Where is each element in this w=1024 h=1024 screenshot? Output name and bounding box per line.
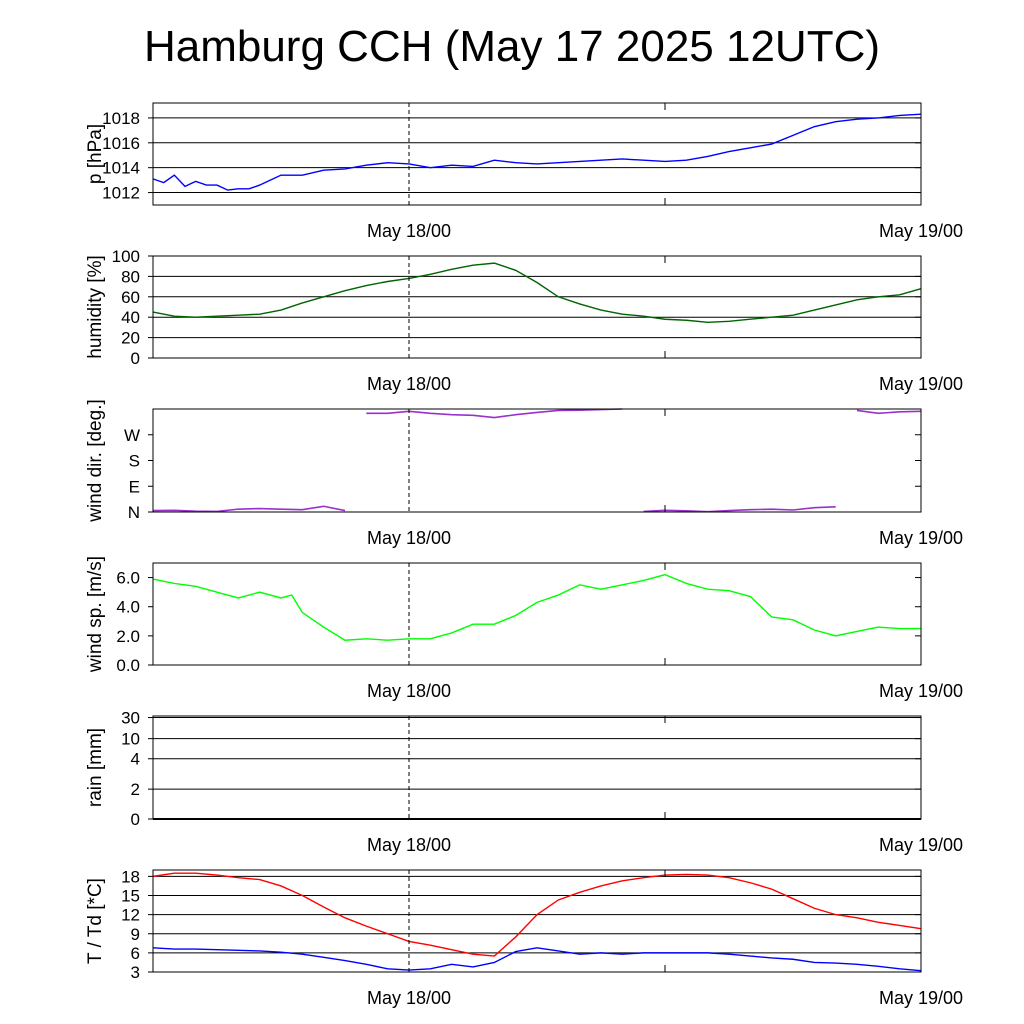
y-tick-label: E <box>129 477 140 496</box>
y-axis-label: T / Td [*C] <box>85 878 106 964</box>
dewpoint-line <box>152 947 922 972</box>
y-tick-label: 10 <box>121 730 140 749</box>
y-axis-label: humidity [%] <box>85 255 106 358</box>
y-tick-label: 1012 <box>102 184 140 203</box>
y-tick-label: 15 <box>121 887 140 906</box>
y-tick-label: 6 <box>131 944 140 963</box>
y-tick-label: 0 <box>131 810 140 829</box>
y-tick-label: 4 <box>131 750 140 769</box>
panel-frame <box>152 715 922 820</box>
x-tick-label: May 18/00 <box>367 221 451 241</box>
x-tick-label: May 19/00 <box>879 374 963 394</box>
x-tick-label: May 18/00 <box>367 681 451 701</box>
x-tick-label: May 19/00 <box>879 528 963 548</box>
y-tick-label: 18 <box>121 867 140 886</box>
y-tick-label: 20 <box>121 329 140 348</box>
panel-frame <box>152 408 922 513</box>
y-tick-label: 4.0 <box>116 598 140 617</box>
y-axis-label: wind sp. [m/s] <box>85 556 106 673</box>
wind-direction-line <box>152 408 922 513</box>
pressure-line <box>152 113 922 191</box>
y-axis-label: wind dir. [deg.] <box>85 399 106 523</box>
x-tick-label: May 19/00 <box>879 835 963 855</box>
y-tick-label: 2.0 <box>116 627 140 646</box>
y-tick-label: 1014 <box>102 159 140 178</box>
y-tick-label: 1018 <box>102 109 140 128</box>
y-axis-label: p [hPa] <box>85 124 106 184</box>
y-tick-label: 1016 <box>102 134 140 153</box>
y-tick-label: 12 <box>121 906 140 925</box>
x-tick-label: May 19/00 <box>879 221 963 241</box>
panel-frame <box>152 869 922 973</box>
y-tick-label: 100 <box>112 247 140 266</box>
y-tick-label: S <box>129 452 140 471</box>
y-tick-label: 30 <box>121 709 140 728</box>
temperature-line <box>152 872 922 957</box>
humidity-line <box>152 262 922 324</box>
page-title: Hamburg CCH (May 17 2025 12UTC) <box>143 22 881 71</box>
x-tick-label: May 18/00 <box>367 528 451 548</box>
x-tick-label: May 19/00 <box>879 988 963 1008</box>
y-axis-label: rain [mm] <box>85 728 106 807</box>
y-tick-label: N <box>128 503 140 522</box>
wind-speed-line <box>152 573 921 641</box>
y-tick-label: 6.0 <box>116 569 140 588</box>
x-tick-label: May 18/00 <box>367 988 451 1008</box>
panel-frame <box>152 255 922 359</box>
y-tick-label: 80 <box>121 267 140 286</box>
y-tick-label: 0 <box>131 349 140 368</box>
y-tick-label: 60 <box>121 288 140 307</box>
panel-frame <box>152 102 922 206</box>
x-tick-label: May 18/00 <box>367 835 451 855</box>
y-tick-label: W <box>124 426 140 445</box>
y-tick-label: 40 <box>121 308 140 327</box>
y-tick-label: 3 <box>131 963 140 982</box>
y-tick-label: 9 <box>131 925 140 944</box>
y-tick-label: 2 <box>131 780 140 799</box>
x-tick-label: May 18/00 <box>367 374 451 394</box>
panel-frame <box>152 562 922 666</box>
x-tick-label: May 19/00 <box>879 681 963 701</box>
y-tick-label: 0.0 <box>116 656 140 675</box>
